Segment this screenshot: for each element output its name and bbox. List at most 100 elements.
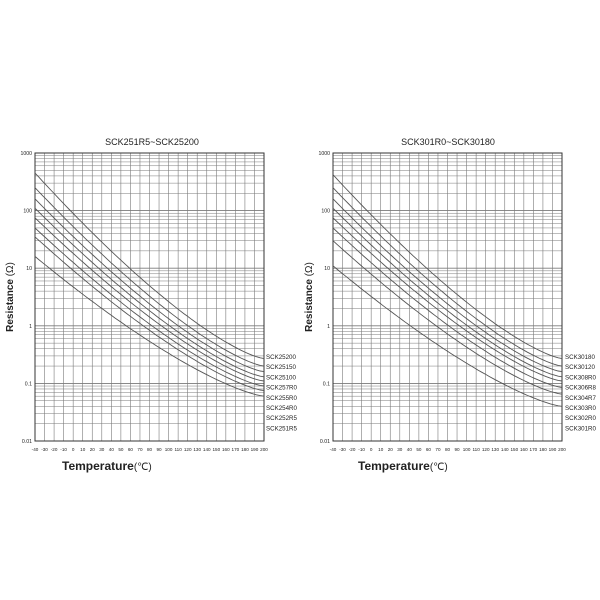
plot-frame: [332, 152, 563, 442]
chart-right: SCK30180 SCK30120 SCK308R0 SCK306R8 SCK304R7…: [304, 137, 597, 473]
x-tick-label: 40: [109, 447, 115, 452]
series-line: [332, 174, 563, 360]
y-axis-label-text: Resistance: [304, 279, 315, 332]
x-tick-label: 30: [397, 447, 403, 452]
y-axis-label: Resistance (Ω): [304, 262, 315, 332]
x-axis-unit: (℃): [134, 462, 152, 473]
chart-title: SCK251R5~SCK25200: [105, 137, 199, 147]
plot-frame: [34, 152, 265, 442]
x-tick-label: 200: [260, 447, 268, 452]
legend-label: SCK30120: [565, 364, 595, 371]
x-tick-label: 120: [184, 447, 192, 452]
x-axis-label-text: Temperature: [358, 459, 430, 473]
legend-label: SCK25200: [266, 354, 296, 361]
x-tick-label: 190: [251, 447, 259, 452]
legend-label: SCK252R5: [266, 415, 298, 422]
x-tick-label: 80: [147, 447, 153, 452]
legend-label: SCK306R8: [565, 385, 597, 392]
x-tick-label: 190: [549, 447, 557, 452]
legend-label: SCK257R0: [266, 385, 298, 392]
y-tick-label: 10: [324, 266, 330, 272]
x-tick-label: 120: [482, 447, 490, 452]
x-tick-label: 180: [241, 447, 249, 452]
x-tick-label: -30: [339, 447, 346, 452]
x-axis-label: Temperature(℃): [358, 459, 448, 473]
series-line: [34, 227, 265, 387]
legend-label: SCK25100: [266, 374, 296, 381]
x-axis-unit: (℃): [430, 462, 448, 473]
chart-title: SCK301R0~SCK30180: [401, 137, 495, 147]
x-tick-label: 90: [454, 447, 460, 452]
legend-label: SCK251R5: [266, 425, 298, 432]
series-line: [332, 207, 563, 378]
x-tick-label: -10: [358, 447, 365, 452]
x-tick-label: 60: [128, 447, 134, 452]
x-tick-label: -40: [32, 447, 39, 452]
x-tick-label: 80: [445, 447, 451, 452]
x-tick-label: 160: [520, 447, 528, 452]
x-tick-label: 160: [222, 447, 230, 452]
legend-label: SCK303R0: [565, 405, 597, 412]
legend-label: SCK301R0: [565, 425, 597, 432]
legend-label: SCK308R0: [565, 374, 597, 381]
x-tick-label: 20: [90, 447, 96, 452]
legend-label: SCK302R0: [565, 415, 597, 422]
y-tick-label: 10: [26, 266, 32, 272]
x-tick-label: 30: [99, 447, 105, 452]
chart-left: SCK25200 SCK25150 SCK25100 SCK257R0 SCK255R0…: [5, 137, 298, 473]
x-tick-label: 170: [232, 447, 240, 452]
x-axis-label: Temperature(℃): [62, 459, 152, 473]
x-tick-label: 100: [463, 447, 471, 452]
series-line: [332, 217, 563, 382]
y-tick-label: 1000: [318, 151, 330, 157]
y-tick-label: 1000: [20, 151, 32, 157]
x-tick-label: 20: [388, 447, 394, 452]
series-line: [34, 198, 265, 373]
y-axis-unit: (Ω): [5, 262, 16, 276]
x-tick-label: 200: [558, 447, 566, 452]
x-tick-label: -40: [330, 447, 337, 452]
y-axis-label-text: Resistance: [5, 279, 16, 332]
series-line: [332, 187, 563, 367]
x-tick-label: 50: [416, 447, 422, 452]
x-tick-label: 150: [510, 447, 518, 452]
x-tick-label: 150: [212, 447, 220, 452]
series-line: [34, 256, 265, 397]
x-tick-label: 0: [72, 447, 75, 452]
x-tick-label: 130: [491, 447, 499, 452]
series-line: [332, 227, 563, 388]
y-tick-label: 0.1: [25, 381, 32, 387]
series-line: [34, 172, 265, 360]
y-axis-unit: (Ω): [304, 262, 315, 276]
y-tick-label: 100: [23, 209, 32, 215]
legend-label: SCK254R0: [266, 405, 298, 412]
x-tick-label: -30: [41, 447, 48, 452]
x-tick-label: 10: [80, 447, 86, 452]
x-tick-label: 170: [530, 447, 538, 452]
x-tick-label: 40: [407, 447, 413, 452]
y-tick-label: 1: [327, 324, 330, 330]
x-tick-label: 130: [193, 447, 201, 452]
y-tick-label: 0.01: [320, 439, 330, 445]
x-tick-label: 60: [426, 447, 432, 452]
series-line: [34, 207, 265, 378]
x-tick-label: 180: [539, 447, 547, 452]
legend-label: SCK255R0: [266, 395, 298, 402]
x-tick-label: 90: [156, 447, 162, 452]
x-tick-label: -20: [349, 447, 356, 452]
x-axis-label-text: Temperature: [62, 459, 134, 473]
y-tick-label: 100: [321, 209, 330, 215]
x-tick-label: 70: [137, 447, 143, 452]
x-tick-label: 100: [165, 447, 173, 452]
y-tick-label: 0.01: [22, 439, 32, 445]
y-tick-label: 0.1: [323, 381, 330, 387]
series-line: [332, 265, 563, 407]
x-tick-label: 110: [472, 447, 480, 452]
x-tick-label: 10: [378, 447, 384, 452]
x-tick-label: 0: [370, 447, 373, 452]
x-tick-label: -10: [60, 447, 67, 452]
y-tick-label: 1: [29, 324, 32, 330]
x-tick-label: 70: [435, 447, 441, 452]
legend-label: SCK30180: [565, 354, 595, 361]
